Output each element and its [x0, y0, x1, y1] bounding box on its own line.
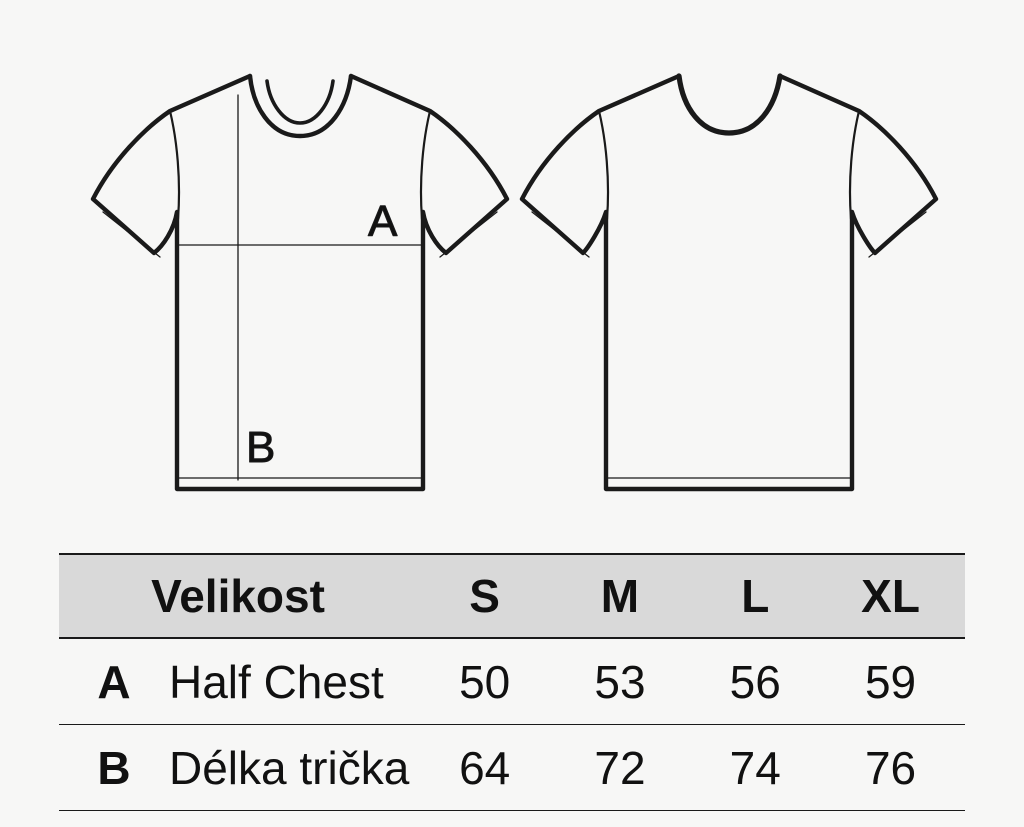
svg-text:A: A	[368, 197, 398, 246]
svg-text:B: B	[246, 423, 275, 472]
